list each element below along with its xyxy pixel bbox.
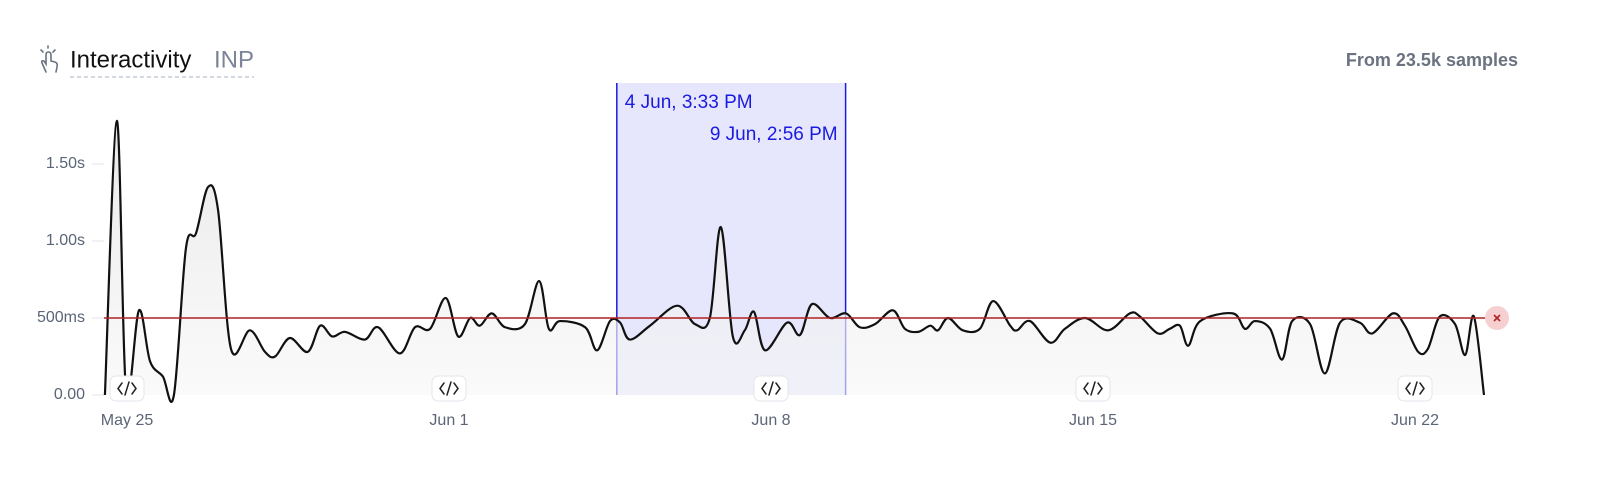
code-button-icon	[761, 381, 781, 396]
samples-label: From 23.5k samples	[1346, 50, 1518, 70]
code-button[interactable]	[1075, 375, 1111, 402]
chart-title: Interactivity	[70, 46, 191, 73]
y-tick-label: 1.00s	[46, 232, 85, 249]
selection-end-label: 9 Jun, 2:56 PM	[710, 124, 838, 145]
metric-icon	[40, 45, 59, 73]
x-tick-label: Jun 8	[751, 412, 790, 429]
x-tick-label: Jun 1	[429, 412, 468, 429]
code-button-icon	[1083, 381, 1103, 396]
selection-start-label: 4 Jun, 3:33 PM	[625, 92, 753, 113]
code-button[interactable]	[109, 375, 145, 402]
x-tick-label: Jun 22	[1391, 412, 1439, 429]
y-tick-label: 1.50s	[46, 155, 85, 172]
x-tick-label: May 25	[101, 412, 154, 429]
x-tick-label: Jun 15	[1069, 412, 1117, 429]
area	[104, 120, 1484, 402]
code-button[interactable]	[753, 375, 789, 402]
code-button-icon	[439, 381, 459, 396]
y-tick-label: 0.00	[54, 386, 85, 403]
line	[103, 119, 1486, 403]
threshold-remove-icon	[1493, 314, 1501, 322]
code-button-icon	[1405, 381, 1425, 396]
code-button-icon	[117, 381, 137, 396]
threshold-remove[interactable]	[1485, 306, 1509, 330]
y-tick-label: 500ms	[37, 309, 85, 326]
code-button[interactable]	[1397, 375, 1433, 402]
code-button[interactable]	[431, 375, 467, 402]
metric-label[interactable]: INP	[214, 46, 254, 73]
